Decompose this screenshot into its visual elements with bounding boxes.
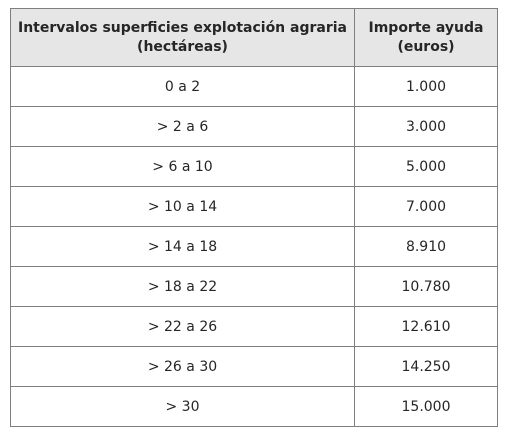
interval-cell: > 22 a 26 [10,306,355,347]
amount-cell: 10.780 [354,266,498,307]
interval-cell: > 2 a 6 [10,106,355,147]
header-aid-amount-line1: Importe ayuda [368,19,484,36]
table-row: > 10 a 14 7.000 [10,186,498,227]
amount-cell: 8.910 [354,226,498,267]
amount-cell: 14.250 [354,346,498,387]
header-surface-intervals-line2: (hectáreas) [137,38,228,55]
header-aid-amount-line2: (euros) [397,38,455,55]
header-surface-intervals-line1: Intervalos superficies explotación agrar… [18,19,347,36]
table-row: > 26 a 30 14.250 [10,346,498,387]
header-aid-amount: Importe ayuda (euros) [354,8,498,67]
amount-cell: 15.000 [354,386,498,427]
table-row: > 30 15.000 [10,386,498,427]
table-row: > 6 a 10 5.000 [10,146,498,187]
amount-cell: 3.000 [354,106,498,147]
table-row: > 18 a 22 10.780 [10,266,498,307]
header-surface-intervals: Intervalos superficies explotación agrar… [10,8,355,67]
table-row: > 2 a 6 3.000 [10,106,498,147]
interval-cell: > 18 a 22 [10,266,355,307]
table-row: > 14 a 18 8.910 [10,226,498,267]
interval-cell: > 10 a 14 [10,186,355,227]
amount-cell: 7.000 [354,186,498,227]
interval-cell: > 14 a 18 [10,226,355,267]
amount-cell: 12.610 [354,306,498,347]
amount-cell: 1.000 [354,66,498,107]
table-header-row: Intervalos superficies explotación agrar… [10,8,498,67]
interval-cell: 0 a 2 [10,66,355,107]
interval-cell: > 26 a 30 [10,346,355,387]
interval-cell: > 30 [10,386,355,427]
amount-cell: 5.000 [354,146,498,187]
interval-cell: > 6 a 10 [10,146,355,187]
table-row: 0 a 2 1.000 [10,66,498,107]
table-row: > 22 a 26 12.610 [10,306,498,347]
aid-amount-table: Intervalos superficies explotación agrar… [10,8,498,427]
